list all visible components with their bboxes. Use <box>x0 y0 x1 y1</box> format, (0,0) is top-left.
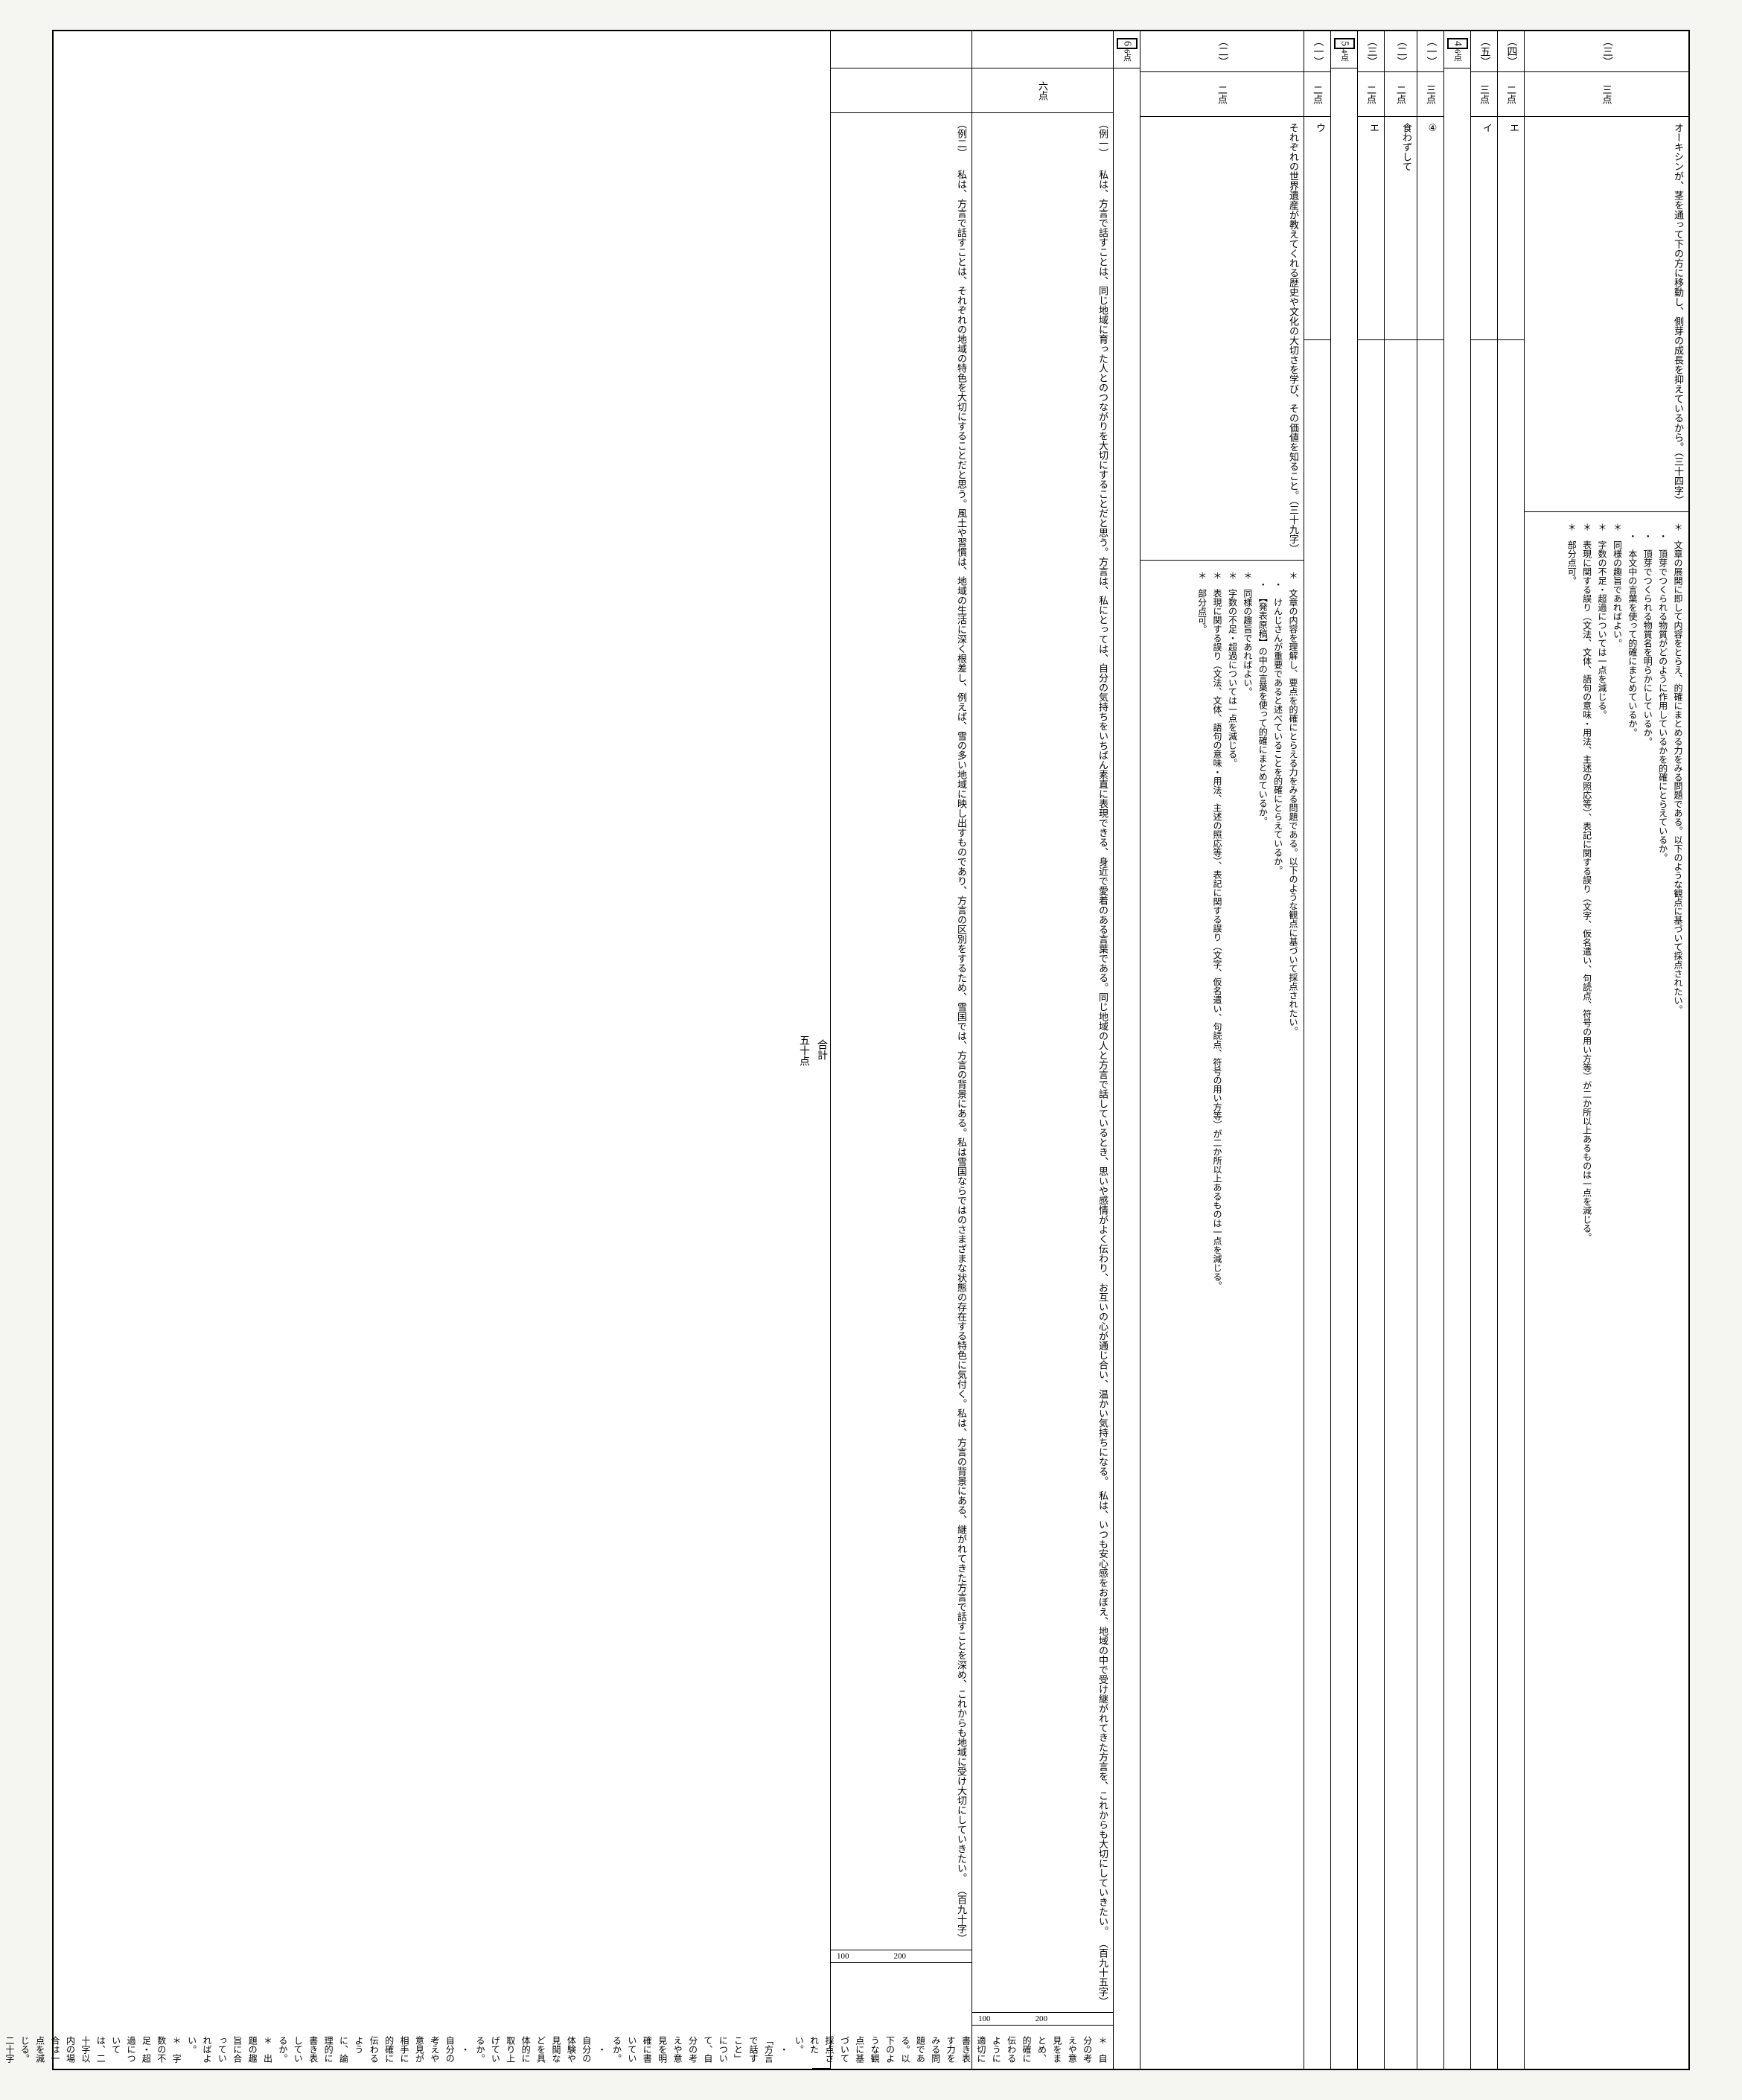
q3-sub3-points: 三点 <box>1525 72 1688 117</box>
char-count-marks: 100 200 <box>831 1950 972 1963</box>
q5-label-col: 5 4点 <box>1331 31 1358 2069</box>
q6-label-col: 6 6点 <box>1114 31 1140 2069</box>
q3-sub5-points: 三点 <box>1471 72 1497 117</box>
char-count-marks: 100 200 <box>972 2013 1113 2026</box>
empty-points <box>831 68 972 113</box>
mark-100: 100 <box>837 1952 849 1961</box>
criteria-line: ＊ 文章の展開に即して内容をとらえ、的確にまとめる力をみる問題である。以下のよう… <box>1671 523 1685 1242</box>
totals-col: 合計 五十点 <box>804 31 831 2069</box>
q4-sub2-points: 二点 <box>1385 72 1417 117</box>
q6-points: 6点 <box>1121 49 1133 62</box>
q5-sub2-answer: それぞれの世界遺産が教えてくれる歴史や文化の大切さを学び、その価値を知ること。（… <box>1140 117 1304 561</box>
q4-sub2-col: （二） 二点 食わずして <box>1385 31 1417 2069</box>
criteria-line: ・ けんじさんが重要であると述べていることを的確にとらえているか。 <box>1270 571 1285 1290</box>
empty <box>1304 340 1330 2069</box>
empty <box>1471 340 1497 2069</box>
q3-sub4-col: （四） 二点 エ <box>1498 31 1525 2069</box>
q4-sub3-col: （三） 二点 エ <box>1358 31 1385 2069</box>
q4-sub2-answer: 食わずして <box>1385 117 1417 340</box>
q3-sub5-num: （五） <box>1471 31 1497 72</box>
q3-sub5-col: （五） 三点 イ <box>1471 31 1498 2069</box>
q4-sub1-num: （一） <box>1417 31 1443 72</box>
q4-label: 4 6点 <box>1444 31 1470 68</box>
criteria-line: ＊ 部分点可。 <box>1194 571 1209 1290</box>
mark-200: 200 <box>894 1952 907 1961</box>
criteria-line: ・ 頂芽でつくられる物質名を明らかにしているか。 <box>1640 523 1655 1242</box>
q6-ex1-body: 私は、方言で話すことは、同じ地域に育った人とのつながりを大切にすることだと思う。… <box>1097 160 1108 1936</box>
empty <box>1417 340 1443 2069</box>
q3-sub3-num: （三） <box>1525 31 1688 72</box>
empty <box>1498 340 1524 2069</box>
q5-sub2-col: （二） 二点 それぞれの世界遺産が教えてくれる歴史や文化の大切さを学び、その価値… <box>1140 31 1304 2069</box>
criteria-line: ＊ 同様の趣旨であればよい。 <box>1240 571 1254 1290</box>
q5-sub2-num: （二） <box>1140 31 1304 72</box>
empty <box>1385 340 1417 2069</box>
criteria-line: ＊ 自分の考えや意見をまとめ、的確に伝わるように適切に書き表す力をみる問題である… <box>791 2036 1110 2063</box>
answer-sheet: （三） 三点 オーキシンが、茎を通って下の方に移動し、側芽の成長を抑えているから… <box>52 30 1690 2070</box>
criteria-line: ＊ 出題の趣旨に合っていればよい。 <box>184 2036 275 2063</box>
q6-ex1-title: （例一） <box>1097 119 1108 158</box>
q6-ex2-count: （百九十字） <box>956 1886 967 1944</box>
criteria-line: ・ 本文中の言葉を使って的確にまとめているか。 <box>1624 523 1639 1242</box>
q6-ex1-count: （百九十五字） <box>1097 1938 1108 2006</box>
criteria-line: ＊ 字数の不足・超過については一点を減じる。 <box>1225 571 1240 1290</box>
q6-ex2-col: （例二） 私は、方言で話すことは、それぞれの地域の特色を大切にすることだと思う。… <box>831 31 972 2069</box>
criteria-line: ＊ 同様の趣旨であればよい。 <box>1609 523 1624 1242</box>
criteria-line: ＊ 表現に関する誤り（文法、文体、語句の意味・用法、主述の照応等）、表記に関する… <box>1210 571 1225 1290</box>
q5-sub2-points: 二点 <box>1140 72 1304 117</box>
q5-box: 5 <box>1334 38 1355 49</box>
q4-points: 6点 <box>1452 49 1464 62</box>
q4-box: 4 <box>1447 38 1468 49</box>
q3-sub3-answer: オーキシンが、茎を通って下の方に移動し、側芽の成長を抑えているから。（三十四字） <box>1525 117 1688 512</box>
criteria-line: ・ 自分の考えや意見が相手に的確に伝わるように、論理的に書き表しているか。 <box>275 2036 473 2063</box>
q4-label-col: 4 6点 <box>1444 31 1471 2069</box>
q3-sub3-col: （三） 三点 オーキシンが、茎を通って下の方に移動し、側芽の成長を抑えているから… <box>1525 31 1688 2069</box>
q6-ex1-col: 六点 （例一） 私は、方言で話すことは、同じ地域に育った人とのつながりを大切にす… <box>972 31 1114 2069</box>
q6-ex2-answer: （例二） 私は、方言で話すことは、それぞれの地域の特色を大切にすることだと思う。… <box>831 113 972 1950</box>
criteria-line: ＊ 部分点可。 <box>1564 523 1579 1242</box>
q5-sub1-num: （一） <box>1304 31 1330 72</box>
q3-sub3-criteria: ＊ 文章の展開に即して内容をとらえ、的確にまとめる力をみる問題である。以下のよう… <box>1525 512 1688 2069</box>
q4-sub1-answer: ④ <box>1417 117 1443 340</box>
q5-label: 5 4点 <box>1331 31 1357 68</box>
empty-header <box>972 31 1113 68</box>
q3-sub4-answer: エ <box>1498 117 1524 340</box>
criteria-line: ・ 自分の体験や見聞などを具体的に取り上げているか。 <box>473 2036 610 2063</box>
criteria-line: ・ 【発表原稿】の中の言葉を使って的確にまとめているか。 <box>1255 571 1270 1290</box>
q4-sub3-points: 二点 <box>1358 72 1384 117</box>
q4-sub3-answer: エ <box>1358 117 1384 340</box>
q6-points: 六点 <box>972 68 1113 113</box>
q3-sub5-answer: イ <box>1471 117 1497 340</box>
q5-sub1-col: （一） 二点 ウ <box>1304 31 1331 2069</box>
q6-box: 6 <box>1117 38 1138 49</box>
criteria-line: ・ 「方言で話すこと」について、自分の考えや意見を明確に書いているか。 <box>609 2036 791 2063</box>
q4-sub1-points: 三点 <box>1417 72 1443 117</box>
empty <box>1358 340 1384 2069</box>
q3-sub4-num: （四） <box>1498 31 1524 72</box>
totals-value: 五十点 <box>794 31 812 2069</box>
criteria-line: ＊ 表現に関する誤り（文法、文体、語句の意味・用法、主述の照応等）、表記に関する… <box>1579 523 1594 1242</box>
q6-label: 6 6点 <box>1114 31 1140 68</box>
q5-sub1-points: 二点 <box>1304 72 1330 117</box>
q6-ex1-answer: （例一） 私は、方言で話すことは、同じ地域に育った人とのつながりを大切にすること… <box>972 113 1113 2013</box>
criteria-line: ＊ 字数の不足・超過については、二十字以内の場合は一点を減じる。二十字を超える場… <box>0 2036 184 2063</box>
q4-sub3-num: （三） <box>1358 31 1384 72</box>
q3-sub4-points: 二点 <box>1498 72 1524 117</box>
q5-sub1-answer: ウ <box>1304 117 1330 340</box>
empty-header <box>831 31 972 68</box>
criteria-line: ・ 頂芽でつくられる物質がどのように作用しているかを的確にとらえているか。 <box>1655 523 1670 1242</box>
q4-sub2-num: （二） <box>1385 31 1417 72</box>
mark-200: 200 <box>1036 2014 1048 2023</box>
criteria-line: ＊ 字数の不足・超過については一点を減じる。 <box>1595 523 1609 1242</box>
q6-ex2-title: （例二） <box>956 119 967 158</box>
q6-ex2-body: 私は、方言で話すことは、それぞれの地域の特色を大切にすることだと思う。風土や習慣… <box>956 160 967 1883</box>
q4-sub1-col: （一） 三点 ④ <box>1417 31 1444 2069</box>
mark-100: 100 <box>978 2014 991 2023</box>
q5-sub2-criteria: ＊ 文章の内容を理解し、要点を的確にとらえる力をみる問題である。以下のような観点… <box>1140 561 1304 2069</box>
criteria-line: ＊ 文章の内容を理解し、要点を的確にとらえる力をみる問題である。以下のような観点… <box>1286 571 1301 1290</box>
totals-label: 合計 <box>812 31 830 2069</box>
q5-points: 4点 <box>1339 49 1350 62</box>
q6-criteria: ＊ 自分の考えや意見をまとめ、的確に伝わるように適切に書き表す力をみる問題である… <box>972 2026 1113 2069</box>
